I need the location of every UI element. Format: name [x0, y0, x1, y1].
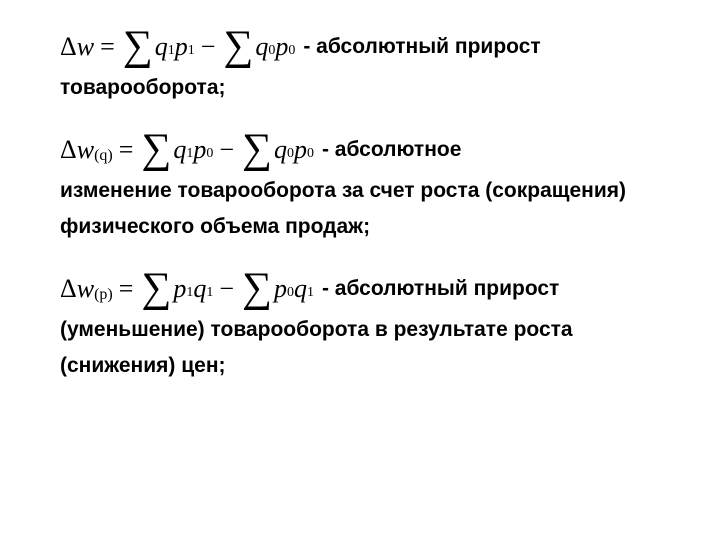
- formula-block-1: Δw(q)=∑q1p0−∑q0p0 - абсолютное изменение т…: [60, 133, 660, 244]
- formula-inline-description: - абсолютный прирост: [322, 277, 559, 301]
- formula-row: Δw(q)=∑q1p0−∑q0p0 - абсолютное: [60, 133, 660, 167]
- formula-expression: Δw(p)=∑p1q1−∑p0q1: [60, 272, 314, 306]
- formula-description: товарооборота;: [60, 70, 660, 106]
- formula-description: изменение товарооборота за счет роста (с…: [60, 173, 660, 244]
- formula-block-2: Δw(p)=∑p1q1−∑p0q1 - абсолютный прирост (ум…: [60, 272, 660, 383]
- formula-inline-description: - абсолютное: [322, 138, 461, 162]
- formula-block-0: Δw=∑q1p1−∑q0p0 - абсолютный прирост товаро…: [60, 30, 660, 105]
- formula-row: Δw=∑q1p1−∑q0p0 - абсолютный прирост: [60, 30, 660, 64]
- formula-expression: Δw=∑q1p1−∑q0p0: [60, 30, 295, 64]
- formula-expression: Δw(q)=∑q1p0−∑q0p0: [60, 133, 314, 167]
- formula-row: Δw(p)=∑p1q1−∑p0q1 - абсолютный прирост: [60, 272, 660, 306]
- formula-description: (уменьшение) товарооборота в результате …: [60, 312, 660, 383]
- formula-inline-description: - абсолютный прирост: [303, 35, 540, 59]
